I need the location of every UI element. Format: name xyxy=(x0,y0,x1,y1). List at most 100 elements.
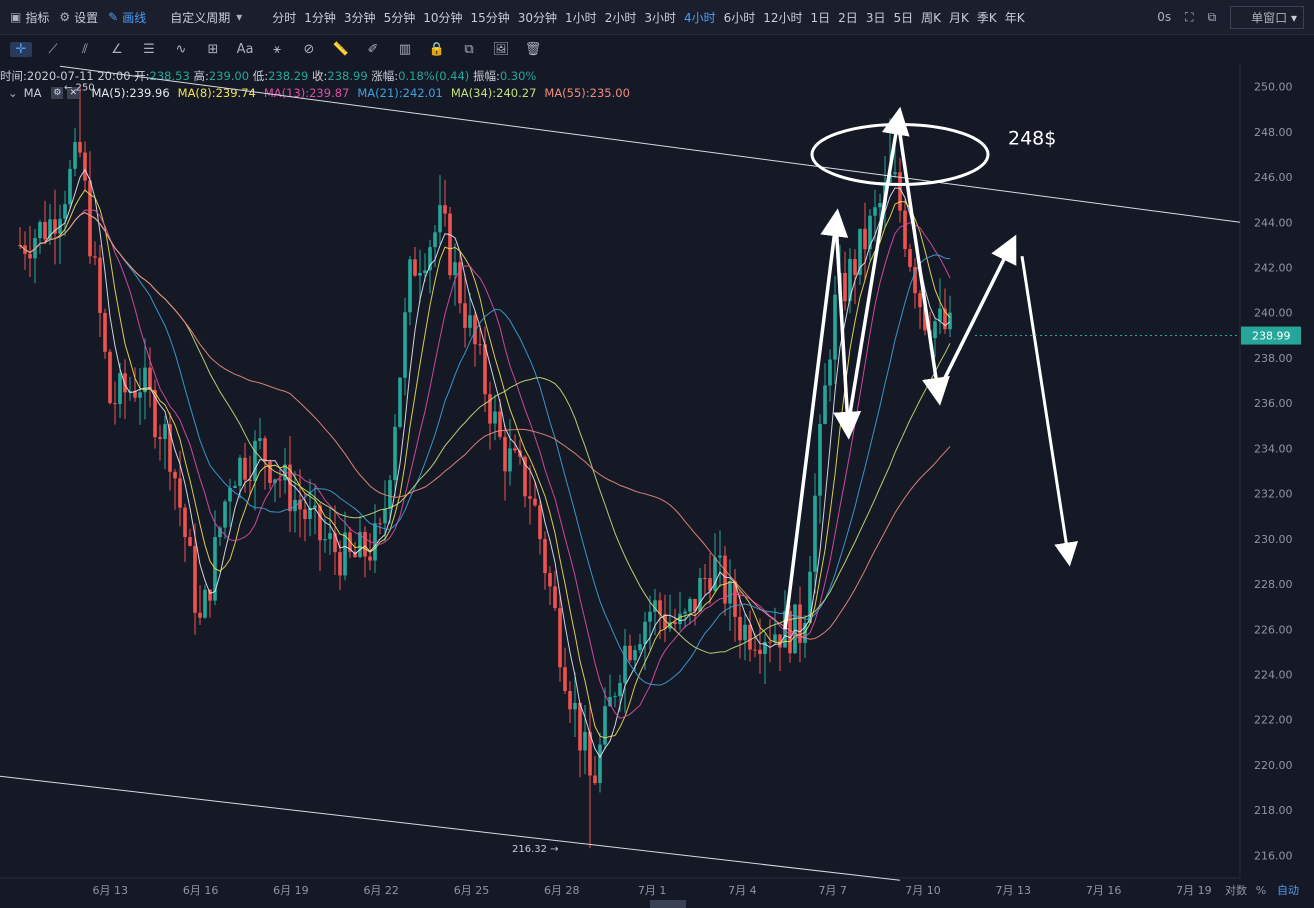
candle-body xyxy=(913,266,917,294)
candle-body xyxy=(583,731,587,751)
horizontal-lines-icon[interactable]: ☰ xyxy=(143,41,155,57)
trendline-icon[interactable]: ⟋ xyxy=(48,41,58,57)
candle-body xyxy=(228,488,232,502)
period-tab[interactable]: 15分钟 xyxy=(470,10,510,25)
x-tick-label: 6月 16 xyxy=(183,884,219,897)
popout-icon[interactable]: ⧉ xyxy=(1207,9,1217,24)
y-tick-label: 226.00 xyxy=(1254,623,1293,636)
candle-body xyxy=(258,438,262,441)
candle-body xyxy=(593,775,597,784)
candle-body xyxy=(448,213,452,276)
angle-icon[interactable]: ∠ xyxy=(111,41,123,57)
period-tab[interactable]: 4小时 xyxy=(683,10,716,25)
y-tick-label: 228.00 xyxy=(1254,578,1293,591)
percent-toggle: % xyxy=(1256,884,1266,897)
ma-close-icon[interactable]: ✕ xyxy=(67,87,80,99)
candle-body xyxy=(218,527,222,538)
candle-body xyxy=(298,499,302,510)
period-tab[interactable]: 1日 xyxy=(810,10,831,25)
x-tick-label: 7月 19 xyxy=(1176,884,1212,897)
period-tab[interactable]: 季K xyxy=(976,10,997,25)
period-tab[interactable]: 年K xyxy=(1004,10,1025,25)
x-tick-label: 6月 22 xyxy=(363,884,399,897)
crosshair-icon[interactable]: ✛ xyxy=(10,41,32,57)
high-label: 高: xyxy=(193,69,209,83)
copy-icon[interactable]: ⧉ xyxy=(464,41,474,57)
parallel-channel-icon[interactable]: ⫽ xyxy=(82,41,88,57)
period-tab[interactable]: 6小时 xyxy=(723,10,756,25)
period-tab[interactable]: 2日 xyxy=(838,10,858,25)
candle-body xyxy=(278,479,282,481)
candle-body xyxy=(383,508,387,524)
candle-body xyxy=(358,531,362,558)
fullscreen-icon[interactable]: ⛶ xyxy=(1185,9,1194,24)
candle-body xyxy=(453,262,457,276)
candle-body xyxy=(688,598,692,612)
brush-icon[interactable]: ✐ xyxy=(367,41,379,57)
period-tab[interactable]: 1小时 xyxy=(565,10,597,25)
custom-period-dropdown[interactable]: 自定义周期 ▾ xyxy=(170,9,246,26)
candle-body xyxy=(948,312,952,330)
text-icon[interactable]: Aa xyxy=(236,41,254,57)
ruler-icon[interactable]: 📏 xyxy=(332,41,350,57)
period-tab[interactable]: 5分钟 xyxy=(383,10,416,25)
candle-body xyxy=(478,344,482,346)
ma-settings-icon[interactable]: ⚙ xyxy=(51,87,64,99)
period-tab[interactable]: 3分钟 xyxy=(343,10,376,25)
image-icon[interactable]: 🖼 xyxy=(492,41,510,57)
time-label: 时间: xyxy=(0,69,27,83)
period-tab[interactable]: 月K xyxy=(948,10,969,25)
candle-body xyxy=(178,478,182,508)
candle-body xyxy=(543,539,547,574)
current-price-label: 238.99 xyxy=(1252,330,1291,343)
trash-icon[interactable]: 🗑 xyxy=(524,41,542,57)
top-toolbar: ▣ 指标 ⚙ 设置 ✎ 画线 自定义周期 ▾ 分时 1分钟 3分钟 5分钟 10分钟 15… xyxy=(0,0,1314,35)
candle-body xyxy=(438,205,442,233)
period-tab[interactable]: 30分钟 xyxy=(517,10,558,25)
candle-body xyxy=(698,577,702,612)
candles-icon[interactable]: ▥ xyxy=(398,41,412,57)
candle-body xyxy=(103,312,107,352)
countdown: 0s xyxy=(1157,10,1172,24)
candle-body xyxy=(313,505,317,509)
drawing-button[interactable]: ✎ 画线 xyxy=(108,9,146,26)
amp-label: 振幅: xyxy=(472,69,500,83)
candle-body xyxy=(308,508,312,519)
period-tab[interactable]: 10分钟 xyxy=(423,10,463,25)
ma-legend-item: MA(5):239.96 xyxy=(91,86,170,100)
lock-icon[interactable]: 🔒 xyxy=(428,41,446,57)
y-tick-label: 244.00 xyxy=(1254,216,1293,229)
period-tab[interactable]: 5日 xyxy=(893,10,914,25)
candle-body xyxy=(848,258,852,302)
y-tick-label: 222.00 xyxy=(1254,714,1293,727)
indicators-button[interactable]: ▣ 指标 xyxy=(10,9,49,26)
grid-icon[interactable]: ⊞ xyxy=(207,41,219,57)
candle-body xyxy=(663,614,667,629)
period-tab[interactable]: 周K xyxy=(921,10,941,25)
candle-body xyxy=(933,321,937,339)
window-mode-select[interactable]: 单窗口 ▾ xyxy=(1230,5,1304,29)
wave-icon[interactable]: ∿ xyxy=(175,41,187,57)
candle-body xyxy=(533,498,537,506)
candle-body xyxy=(463,303,467,328)
period-tab[interactable]: 3小时 xyxy=(644,10,676,25)
period-tab[interactable]: 1分钟 xyxy=(304,10,336,25)
settings-button[interactable]: ⚙ 设置 xyxy=(59,9,98,26)
magnet-icon[interactable]: ⊘ xyxy=(303,41,315,57)
x-tick-label: 7月 16 xyxy=(1086,884,1122,897)
ma-legend-item: MA(34):240.27 xyxy=(450,86,537,100)
pattern-icon[interactable]: ⚹ xyxy=(273,41,281,57)
indicators-label: 指标 xyxy=(25,10,50,25)
candle-body xyxy=(78,142,82,153)
collapse-icon[interactable]: ⌄ xyxy=(8,86,18,100)
candle-body xyxy=(778,634,782,648)
window-mode-label: 单窗口 xyxy=(1251,10,1288,25)
period-tab[interactable]: 分时 xyxy=(272,10,297,25)
y-tick-label: 224.00 xyxy=(1254,669,1293,682)
period-tab[interactable]: 3日 xyxy=(865,10,886,25)
period-tab[interactable]: 12小时 xyxy=(763,10,803,25)
candle-body xyxy=(608,696,612,707)
candle-body xyxy=(598,744,602,784)
candle-body xyxy=(63,204,67,219)
period-tab[interactable]: 2小时 xyxy=(604,10,637,25)
